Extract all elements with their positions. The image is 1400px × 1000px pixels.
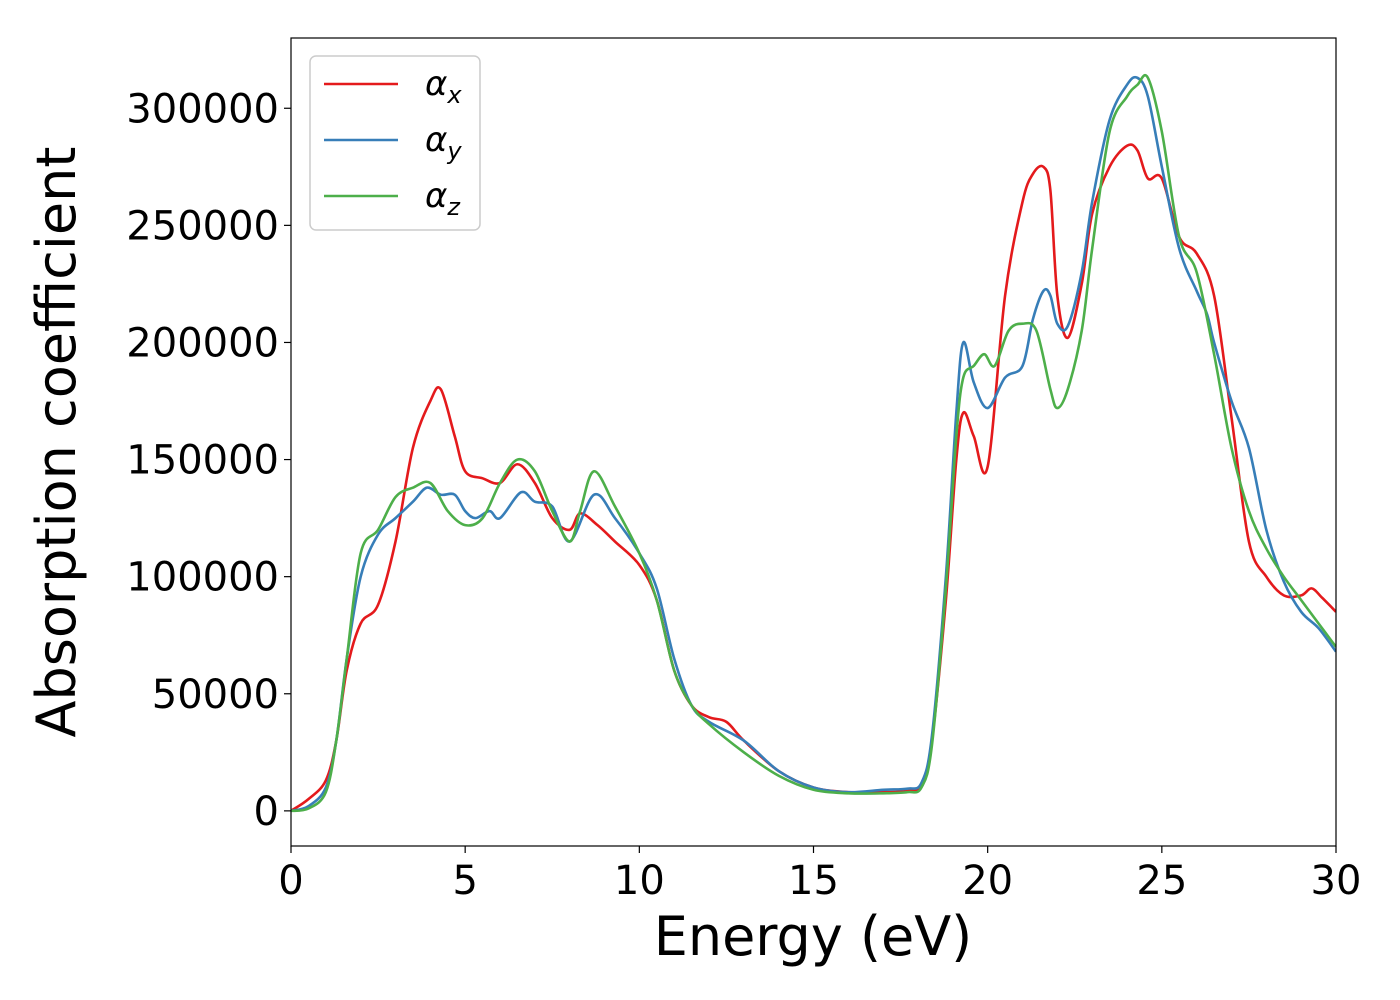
y-tick-label: 250000	[126, 203, 279, 249]
legend-box	[309, 55, 481, 231]
x-tick-label: 20	[962, 858, 1013, 904]
y-tick-label: 50000	[152, 672, 279, 718]
x-tick-label: 0	[278, 858, 303, 904]
y-tick-label: 100000	[126, 555, 279, 601]
y-axis-ticks: 0 50000 100000 150000 200000 250000 300000	[126, 86, 291, 835]
x-tick-label: 30	[1311, 858, 1362, 904]
x-tick-label: 15	[788, 858, 839, 904]
x-tick-label: 25	[1136, 858, 1187, 904]
series-layer	[291, 73, 1336, 813]
x-axis-title: Energy (eV)	[654, 905, 973, 968]
y-tick-label: 300000	[126, 86, 279, 132]
series-line-alpha-z	[291, 73, 1336, 813]
x-tick-label: 5	[452, 858, 477, 904]
legend-label-alpha-x: αx	[425, 64, 462, 109]
y-tick-label: 150000	[126, 438, 279, 484]
x-tick-label: 10	[614, 858, 665, 904]
legend-label-alpha-y: αy	[425, 120, 462, 165]
legend-label-alpha-z: αz	[425, 176, 461, 221]
y-tick-label: 0	[254, 789, 279, 835]
y-axis-title: Absorption coefficient	[25, 147, 88, 738]
legend: αx αy αz	[309, 55, 481, 231]
series-line-alpha-y	[291, 75, 1336, 813]
y-tick-label: 200000	[126, 320, 279, 366]
x-axis-ticks: 0 5 10 15 20 25 30	[278, 846, 1361, 904]
